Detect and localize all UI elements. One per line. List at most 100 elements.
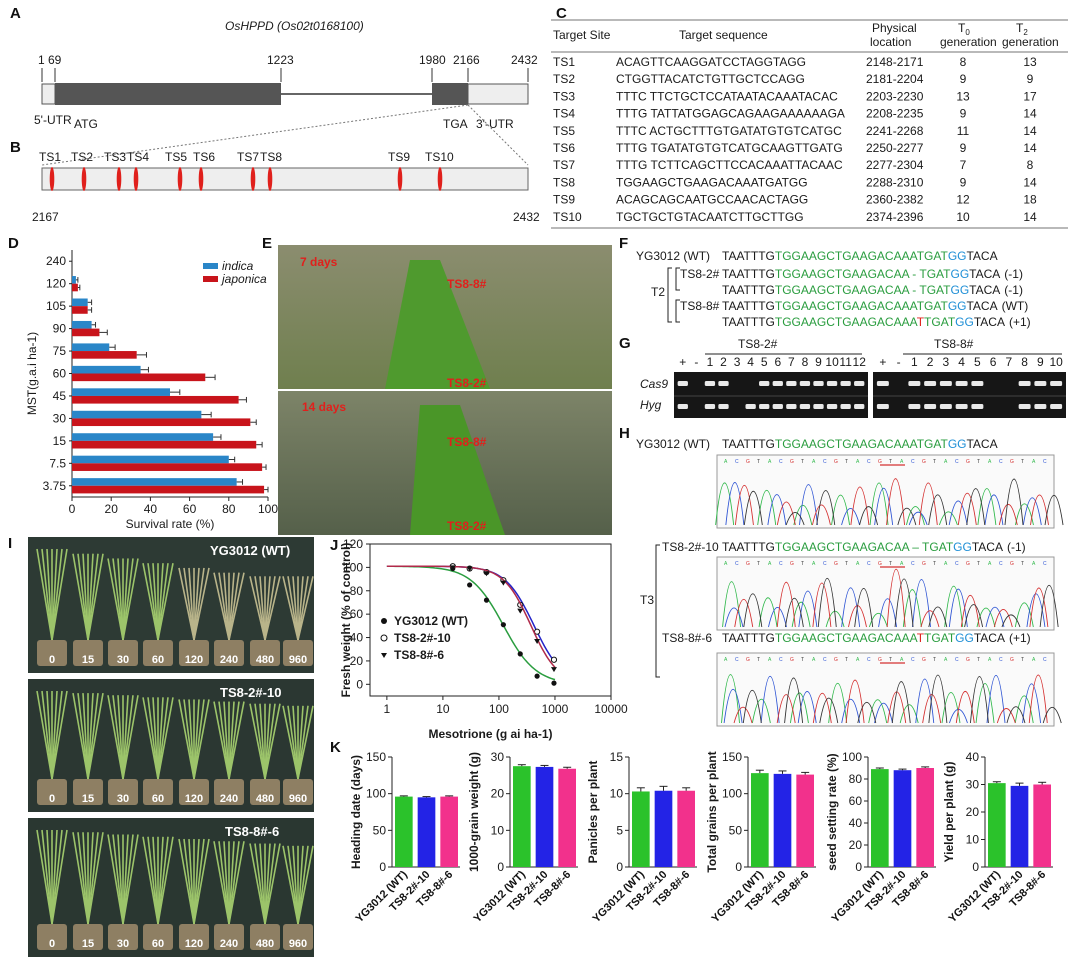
d-bar-indica: [72, 410, 202, 419]
d-bar-indica: [72, 298, 88, 307]
f-seq-1: TAATTTGTGGAAGCTGAAGACAAATGATGGTACA: [722, 249, 998, 263]
d-x-tick-label: 20: [105, 502, 119, 516]
tick-69: 69: [48, 53, 62, 67]
site-marker-ts7: [250, 167, 256, 191]
c-cell-sequence: TGGAAGCTGAAGACAAATGATGG: [616, 175, 808, 189]
j-y-label: Fresh weight (% of control): [339, 543, 353, 698]
k-y-tick-label: 150: [366, 750, 386, 764]
pot: [143, 779, 173, 805]
pot: [283, 779, 313, 805]
h-seq-ts8-8-6: TAATTTGTGGAAGCTGAAGACAAATTGATGGTACA (+1): [722, 631, 1031, 645]
leaf-blade: [264, 843, 281, 925]
d-legend-swatch: [203, 276, 218, 282]
k-y-tick-label: 80: [849, 772, 863, 786]
panel-label-j: J: [330, 537, 338, 554]
base-call: T: [977, 657, 980, 663]
c-cell-t2: 9: [1027, 72, 1034, 86]
d-category-label: 105: [46, 299, 66, 313]
k-y-tick-label: 5: [616, 823, 623, 837]
k-bar: [513, 766, 531, 867]
base-call: T: [933, 459, 936, 465]
leaf-blade: [297, 576, 314, 641]
k-y-label: Yield per plant (g): [942, 762, 956, 863]
k-bar: [916, 768, 934, 867]
base-call: G: [1010, 561, 1014, 567]
panel-g: G TS8-2# TS8-8# Cas9 Hyg + -1 2 3 4 5 6 7 8 9 10 11…: [619, 335, 1066, 418]
d-category-label: 240: [46, 254, 66, 268]
base-call: T: [845, 459, 848, 465]
field-mutant-strip-14d: [410, 405, 505, 535]
k-y-tick-label: 30: [491, 750, 505, 764]
gel-band-cas9: [704, 381, 716, 386]
pot: [283, 924, 313, 950]
base-call: T: [845, 561, 848, 567]
utr5-label: 5'-UTR: [34, 113, 72, 127]
c-cell-location: 2360-2382: [866, 193, 924, 207]
base-call: G: [790, 561, 794, 567]
j-legend-marker: [381, 653, 387, 658]
site-label-ts10: TS10: [425, 150, 454, 164]
base-call: T: [889, 459, 892, 465]
base-call: C: [911, 657, 915, 663]
leaf-blade: [122, 558, 139, 641]
c-cell-sequence: TGCTGCTGTACAATCTTGCTTGG: [616, 210, 804, 224]
gel-band-cas9: [971, 381, 984, 386]
j-x-tick-label: 100: [489, 702, 509, 716]
j-y-tick-label: 60: [350, 607, 364, 621]
trace-peak: [724, 579, 1046, 628]
leaf-blade: [297, 705, 314, 780]
panel-label-f: F: [619, 235, 628, 252]
j-plot-frame: [369, 543, 612, 697]
gel-band-cas9: [876, 381, 889, 386]
j-point-wt: [517, 651, 523, 657]
k-y-tick-label: 20: [491, 787, 505, 801]
d-category-label: 75: [53, 344, 67, 358]
c-cell-t2: 14: [1023, 210, 1037, 224]
k-y-tick-label: 30: [966, 778, 980, 792]
c-cell-site: TS3: [553, 89, 575, 103]
base-call: C: [999, 657, 1003, 663]
leaf-blade: [193, 838, 210, 925]
j-point-ts8-8-6: [550, 667, 557, 673]
pot: [283, 640, 313, 666]
dose-label: 0: [49, 654, 55, 666]
g-lane-label-b-3: 2: [927, 355, 934, 369]
c-cell-t2: 17: [1023, 89, 1037, 103]
site-marker-ts4: [133, 167, 139, 191]
j-y-tick-label: 100: [343, 560, 363, 574]
gel-band-hyg: [718, 404, 729, 409]
base-call: A: [856, 657, 860, 663]
base-call: T: [1021, 561, 1024, 567]
i-title-ts8-8-6: TS8-8#-6: [225, 824, 279, 839]
panel-h: H YG3012 (WT) T3 TS8-2#-10 TS8-8#-6 TAAT…: [619, 425, 1064, 727]
c-cell-t2: 13: [1023, 55, 1037, 69]
base-call: C: [779, 561, 783, 567]
site-label-ts7: TS7: [237, 150, 259, 164]
c-header-t0: T0: [958, 21, 970, 37]
leaf-blade: [264, 576, 281, 641]
k-y-tick-label: 50: [373, 823, 387, 837]
leaf-blade: [51, 548, 68, 641]
f-seq-2: TAATTTGTGGAAGCTGAAGACAA - TGATGGTACA (-1): [722, 267, 1023, 281]
k-bar: [1010, 785, 1029, 867]
base-call: A: [988, 561, 992, 567]
base-call: G: [834, 561, 838, 567]
c-cell-t0: 9: [960, 72, 967, 86]
j-point-ts8-8-6: [500, 580, 507, 586]
d-bar-indica: [72, 455, 229, 464]
panel-label-b: B: [10, 139, 21, 156]
pot: [250, 924, 280, 950]
i-title-ts8-2-10: TS8-2#-10: [220, 685, 281, 700]
k-bar: [417, 797, 436, 867]
j-x-tick-label: 1000: [542, 702, 569, 716]
base-call: A: [988, 459, 992, 465]
panel-label-e: E: [262, 235, 272, 252]
pot: [179, 779, 209, 805]
trace-peak: [721, 674, 1034, 724]
c-header-physical: Physical: [872, 21, 917, 35]
k-y-label: Total grains per plant: [705, 751, 719, 872]
gel-band-hyg: [759, 404, 770, 409]
c-cell-site: TS8: [553, 175, 575, 189]
